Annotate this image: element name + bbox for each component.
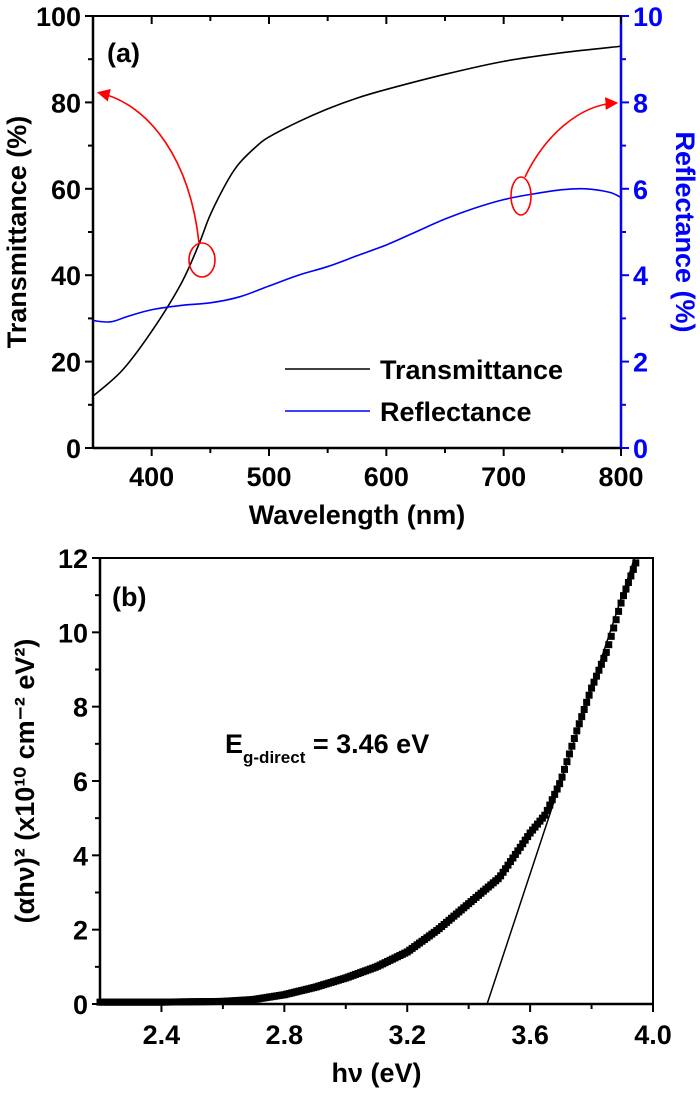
y-right-tick-label: 10 [633, 2, 663, 32]
y-tick-label: 0 [73, 990, 88, 1020]
annotation-subscript: g-direct [243, 748, 306, 767]
data-point [617, 599, 625, 607]
data-point [509, 854, 517, 862]
x-axis-label: Wavelength (nm) [249, 500, 466, 530]
reflectance-line [92, 187, 622, 323]
y-tick-label: 0 [66, 434, 81, 464]
data-point [548, 796, 556, 804]
data-point [622, 585, 630, 593]
data-point [519, 840, 527, 848]
transmittance-line [92, 45, 622, 397]
data-point [602, 648, 610, 656]
y-tick-label: 8 [73, 693, 88, 723]
data-point [546, 801, 554, 809]
x-tick-label: 500 [246, 462, 291, 492]
y-axis-label-left: Transmittance (%) [2, 116, 32, 349]
annotation-rest: = 3.46 eV [305, 729, 429, 759]
panel-a: 400 500 600 700 8000204060801000246810Wavele… [2, 2, 700, 530]
y-right-tick-label: 0 [633, 434, 648, 464]
linear-fit-line [486, 557, 636, 1005]
data-point [607, 632, 615, 640]
annotation-ellipse-reflectance [510, 176, 532, 216]
y-right-tick-label: 2 [633, 348, 648, 378]
y-tick-label: 10 [58, 618, 88, 648]
y-tick-label: 100 [36, 2, 81, 32]
y-tick-label: 40 [51, 261, 81, 291]
x-tick-label: 600 [364, 462, 409, 492]
y-tick-label: 12 [58, 544, 88, 574]
data-point [605, 641, 613, 649]
y-right-tick-label: 6 [633, 175, 648, 205]
data-point [541, 811, 549, 819]
data-point [624, 579, 632, 587]
data-point [551, 790, 559, 798]
y-axis-label-right: Reflectance (%) [670, 131, 700, 332]
y-tick-label: 60 [51, 175, 81, 205]
data-point [521, 836, 529, 844]
data-point [629, 565, 637, 573]
x-tick-label: 400 [129, 462, 174, 492]
data-point [497, 872, 505, 880]
panel-b: 2.4 2.8 3.2 3.6 4.0 0 2 4 6 8 10 12 hν (eV) (αhν)² (x… [10, 544, 672, 1088]
data-point [632, 559, 640, 567]
y-tick-label: 6 [73, 767, 88, 797]
data-point [514, 847, 522, 855]
data-point [553, 785, 561, 793]
annotation-ellipse-transmittance [188, 242, 216, 278]
bandgap-annotation: Eg-direct = 3.46 eV [225, 729, 429, 767]
y-tick-label: 20 [51, 348, 81, 378]
annotation-arrow-right [524, 97, 619, 178]
data-point [516, 843, 524, 851]
panel-label: (a) [107, 38, 140, 68]
x-tick-label: 3.2 [388, 1020, 426, 1050]
data-point [627, 572, 635, 580]
legend-label-reflectance: Reflectance [380, 397, 532, 427]
annotation-arrow-left [96, 89, 200, 244]
data-point [620, 592, 628, 600]
data-point [597, 660, 605, 668]
x-axis-label: hν (eV) [331, 1058, 421, 1088]
plot-frame [99, 557, 654, 1005]
data-point [511, 850, 519, 858]
data-point [610, 624, 618, 632]
data-point [499, 868, 507, 876]
legend-label-transmittance: Transmittance [380, 355, 563, 385]
data-point [615, 607, 623, 615]
x-tick-label: 800 [598, 462, 643, 492]
y-tick-label: 2 [73, 916, 88, 946]
data-point [506, 858, 514, 866]
data-point [504, 861, 512, 869]
data-point [600, 654, 608, 662]
x-tick-label: 4.0 [634, 1020, 672, 1050]
data-point [524, 833, 532, 841]
y-axis-label: (αhν)² (x10¹⁰ cm⁻² eV²) [10, 639, 40, 924]
y-right-tick-label: 8 [633, 88, 648, 118]
data-point [543, 806, 551, 814]
data-point [612, 616, 620, 624]
data-point [502, 865, 510, 873]
x-tick-label: 3.6 [511, 1020, 549, 1050]
y-tick-label: 80 [51, 88, 81, 118]
x-tick-label: 2.4 [143, 1020, 181, 1050]
y-tick-label: 4 [73, 841, 88, 871]
data-point [592, 672, 600, 680]
annotation-main: E [225, 729, 243, 759]
data-point [595, 666, 603, 674]
x-tick-label: 2.8 [266, 1020, 304, 1050]
x-tick-label: 700 [481, 462, 526, 492]
y-right-tick-label: 4 [633, 261, 648, 291]
panel-label: (b) [112, 582, 146, 612]
